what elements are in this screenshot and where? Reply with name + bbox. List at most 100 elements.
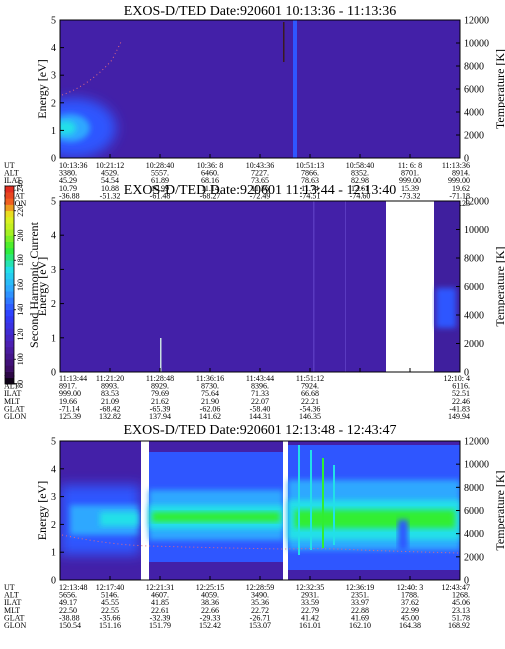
y-axis-label: Energy [eV] [35, 257, 49, 316]
y-tick-label: 2 [51, 520, 56, 531]
panel-3-streak-d [333, 465, 335, 545]
ephemeris-value: 45.00 [401, 613, 419, 622]
colorbar-block [5, 371, 14, 379]
ephemeris-value: 6116. [452, 382, 470, 391]
ephemeris-row-label: ALT [4, 169, 19, 178]
ephemeris-value: 73.65 [251, 176, 269, 185]
ephemeris-value: 7924. [301, 382, 319, 391]
y2-tick-label: 8000 [464, 483, 484, 494]
ephemeris-value: 83.53 [101, 389, 119, 398]
ephemeris-value: 2351. [351, 591, 369, 600]
ephemeris-row-label: GLON [4, 412, 26, 421]
ephemeris-value: -51.32 [100, 191, 121, 200]
ephemeris-row-label: GLAT [4, 404, 25, 413]
ephemeris-value: -62.06 [200, 404, 221, 413]
y2-tick-label: 2000 [464, 131, 484, 142]
ephemeris-row-label: UT [4, 161, 15, 170]
colorbar-block [5, 241, 14, 249]
ephemeris-value: 150.54 [59, 621, 81, 630]
panel-1-blob-core [60, 121, 76, 135]
ephemeris-value: -29.33 [200, 613, 221, 622]
ephemeris-value: 12:21:31 [146, 583, 174, 592]
y2-tick-label: 12000 [464, 437, 489, 448]
ephemeris-value: 33.97 [351, 598, 369, 607]
ephemeris-value: 23.13 [452, 606, 470, 615]
y2-tick-label: 8000 [464, 62, 484, 73]
ephemeris-value: 8730. [201, 382, 219, 391]
ephemeris-value: 38.36 [201, 598, 219, 607]
ephemeris-value: 8993. [101, 382, 119, 391]
ephemeris-value: 8701. [401, 169, 419, 178]
ephemeris-value: 22.46 [452, 397, 470, 406]
y2-tick-label: 2000 [464, 339, 484, 350]
y2-tick-label: 8000 [464, 254, 484, 265]
y2-tick-label: 4000 [464, 529, 484, 540]
y-tick-label: 1 [51, 333, 56, 344]
y2-tick-label: 10000 [464, 39, 489, 50]
panel-3-streak-b [310, 450, 312, 550]
panel-2-gap [386, 201, 434, 372]
colorbar-block [5, 223, 14, 230]
ephemeris-value: 79.69 [151, 389, 169, 398]
ephemeris-value: 8396. [251, 382, 269, 391]
y2-tick-label: 6000 [464, 506, 484, 517]
ephemeris-value: 22.72 [251, 606, 269, 615]
colorbar-tick-label: 120 [16, 329, 25, 341]
ephemeris-value: 49.17 [59, 598, 77, 607]
colorbar-tick-label: 80 [16, 380, 25, 388]
colorbar-block [5, 334, 14, 341]
ephemeris-value: 12:13:48 [59, 583, 87, 592]
ephemeris-value: -71.14 [59, 404, 80, 413]
ephemeris-row-label: ALT [4, 382, 19, 391]
panel-3-seg-3-green [295, 510, 455, 528]
ephemeris-value: -41.83 [449, 404, 470, 413]
y-tick-label: 5 [51, 437, 56, 448]
ephemeris-value: 45.29 [59, 176, 77, 185]
colorbar-block [5, 353, 14, 360]
colorbar-block [5, 247, 14, 255]
ephemeris-value: 12:36:19 [346, 583, 374, 592]
colorbar-tick-label: 240 [16, 180, 25, 192]
colorbar-block [5, 272, 14, 280]
y2-tick-label: 4000 [464, 311, 484, 322]
y-tick-label: 4 [51, 43, 56, 54]
y-tick-label: 3 [51, 492, 56, 503]
panel-3-plot [60, 441, 460, 580]
ephemeris-value: 82.98 [351, 176, 369, 185]
ephemeris-row-label: UT [4, 583, 15, 592]
ephemeris-value: 33.59 [301, 598, 319, 607]
ephemeris-value: 78.63 [301, 176, 319, 185]
ephemeris-value: 12:10: 4 [444, 374, 470, 383]
ephemeris-row-label: ALT [4, 591, 19, 600]
y-tick-label: 4 [51, 231, 56, 242]
ephemeris-value: 68.16 [201, 176, 219, 185]
colorbar-tick-label: 200 [16, 230, 25, 242]
ephemeris-value: 11.36 [251, 184, 269, 193]
ephemeris-value: 137.94 [149, 412, 171, 421]
ephemeris-value: 22.66 [201, 606, 219, 615]
panel-2-axes: 0 1 2 3 4 5 0 2000 4000 6000 8000 10000 12000 Energy … [35, 197, 505, 379]
panel-3-ephemeris: UTALTILATMLTGLATGLON12:13:485656.49.1722… [4, 583, 470, 630]
ephemeris-value: 11:13:44 [59, 374, 87, 383]
ephemeris-value: 10:58:40 [346, 161, 374, 170]
ephemeris-value: -71.18 [449, 191, 470, 200]
ephemeris-value: 61.89 [151, 176, 169, 185]
panel-3-dip [398, 520, 408, 550]
ephemeris-value: -36.88 [59, 191, 80, 200]
panel-2-plot [60, 201, 460, 372]
colorbar-block [5, 291, 14, 298]
y2-tick-label: 2000 [464, 552, 484, 563]
ephemeris-value: 4607. [151, 591, 169, 600]
ephemeris-value: 10:36: 8 [197, 161, 223, 170]
ephemeris-value: 10:51:13 [296, 161, 324, 170]
ephemeris-value: -35.66 [100, 613, 121, 622]
panel-1-plot [60, 20, 460, 158]
ephemeris-value: -65.39 [150, 404, 171, 413]
panel-1-ephemeris: UTALTILATMLTGLATGLON10:13:363380.45.2910… [4, 161, 470, 208]
ephemeris-value: 51.78 [452, 613, 470, 622]
ephemeris-value: -26.71 [250, 613, 271, 622]
y2-axis-label: Temperature [K] [493, 246, 505, 326]
ephemeris-value: 4529. [101, 169, 119, 178]
panel-2-right-block [434, 201, 460, 372]
